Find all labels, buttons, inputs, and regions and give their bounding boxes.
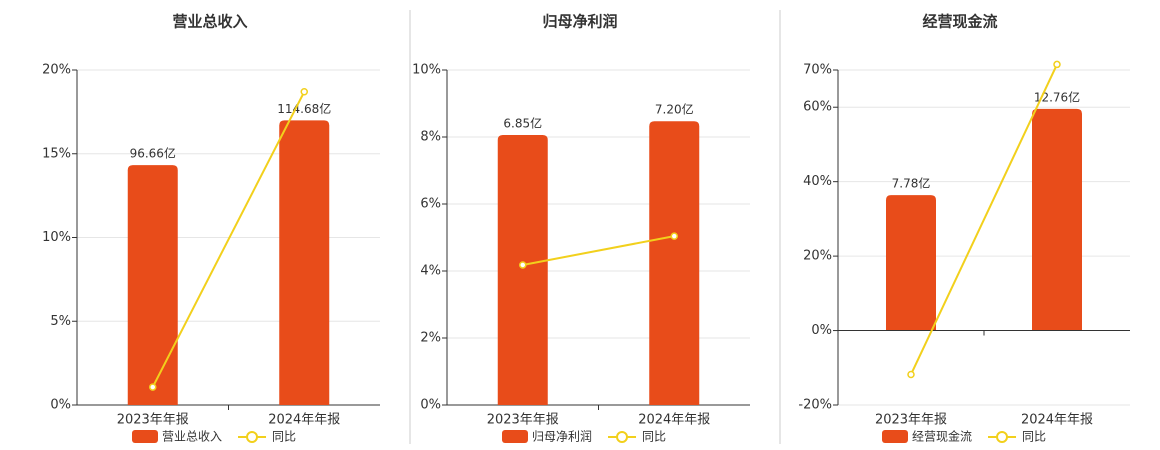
bar <box>649 121 700 405</box>
y-tick-label: 20% <box>803 249 832 264</box>
value-label: 6.85亿 <box>503 116 542 131</box>
y-tick-label: 0% <box>50 398 71 413</box>
legend-marker <box>246 431 259 443</box>
value-label: 96.66亿 <box>130 146 176 161</box>
bar <box>1032 108 1082 330</box>
legend-label: 经营现金流 <box>912 429 972 444</box>
chart-title: 归母净利润 <box>542 13 617 31</box>
line <box>522 235 675 266</box>
legend-label: 归母净利润 <box>532 430 592 444</box>
legend-label: 同比 <box>1022 430 1046 444</box>
bar <box>497 135 548 405</box>
legend-swatch <box>132 430 158 443</box>
legend-label: 营业总收入 <box>162 430 222 444</box>
y-tick-label: -20% <box>798 398 832 413</box>
line-point <box>1053 60 1061 69</box>
x-tick-label: 2023年年报 <box>875 413 947 428</box>
x-tick-label: 2024年年报 <box>638 413 710 428</box>
y-tick-label: 70% <box>803 63 832 78</box>
legend-marker <box>996 431 1009 443</box>
x-tick-label: 2023年年报 <box>487 413 559 428</box>
x-tick-label: 2024年年报 <box>268 413 340 428</box>
y-tick-label: 10% <box>412 63 441 78</box>
value-label: 114.68亿 <box>277 101 331 116</box>
legend-label: 同比 <box>642 430 666 444</box>
y-tick-label: 60% <box>803 100 832 115</box>
line <box>151 91 306 388</box>
legend-marker <box>616 431 629 443</box>
line-point <box>519 261 527 269</box>
value-label: 7.78亿 <box>892 176 931 191</box>
value-label: 12.76亿 <box>1034 89 1080 104</box>
y-tick-label: 15% <box>42 146 71 161</box>
y-tick-label: 0% <box>811 323 832 338</box>
line-point <box>300 88 308 96</box>
x-tick-label: 2023年年报 <box>117 413 189 428</box>
y-tick-label: 8% <box>420 130 441 145</box>
bar <box>886 195 936 330</box>
line <box>910 63 1058 375</box>
chart-title: 经营现金流 <box>922 13 997 31</box>
y-tick-label: 40% <box>803 174 832 189</box>
line-point <box>670 232 678 240</box>
bar <box>127 165 178 405</box>
x-tick-label: 2024年年报 <box>1021 413 1093 428</box>
y-tick-label: 2% <box>420 331 441 346</box>
line-point <box>149 383 157 391</box>
y-tick-label: 6% <box>420 197 441 212</box>
value-label: 7.20亿 <box>655 102 694 117</box>
y-tick-label: 10% <box>42 230 71 245</box>
chart-title: 营业总收入 <box>172 13 247 31</box>
y-tick-label: 0% <box>420 398 441 413</box>
line-point <box>907 370 915 379</box>
bar <box>279 120 330 405</box>
y-tick-label: 5% <box>50 314 71 329</box>
legend-swatch <box>882 430 908 443</box>
legend-swatch <box>502 430 528 443</box>
y-tick-label: 20% <box>42 63 71 78</box>
legend-label: 同比 <box>272 430 296 444</box>
y-tick-label: 4% <box>420 264 441 279</box>
